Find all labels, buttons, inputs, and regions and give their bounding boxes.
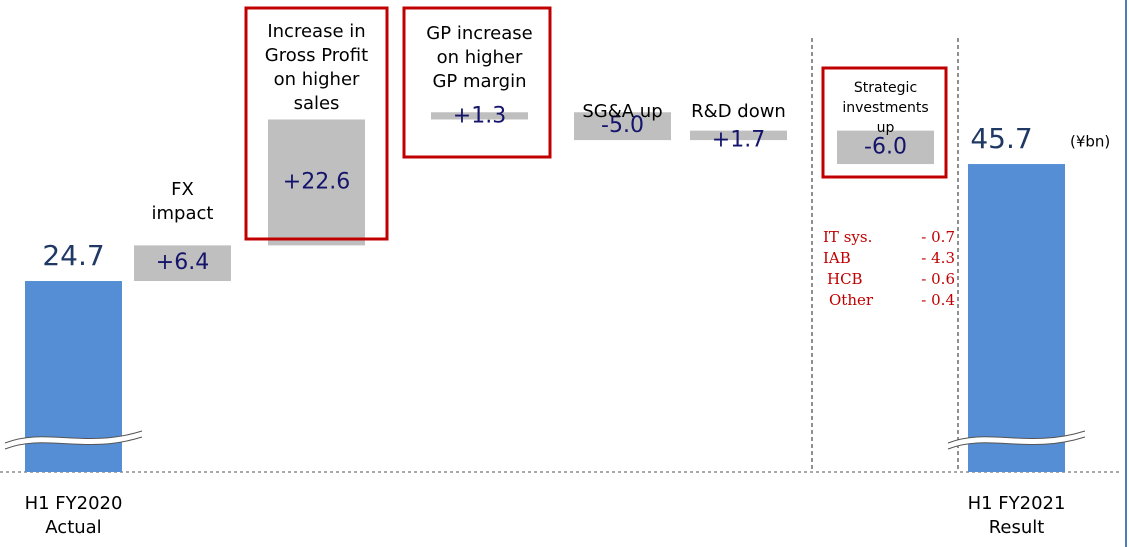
total-bar (968, 164, 1065, 472)
axis-break (3, 431, 143, 449)
highlight-box (402, 6, 552, 159)
category-label: H1 FY2021 Result (967, 493, 1066, 538)
value-label: +6.4 (156, 250, 209, 275)
value-label: 45.7 (970, 122, 1032, 155)
category-label: SG&A up (582, 101, 663, 122)
breakdown-name: HCB (827, 270, 863, 288)
breakdown-value: - 0.4 (921, 291, 955, 309)
axis-break (4, 436, 143, 450)
breakdown-value: - 4.3 (921, 249, 955, 267)
value-label: 24.7 (42, 239, 104, 272)
step-bar (431, 112, 528, 120)
breakdown-name: IT sys. (823, 228, 872, 246)
category-label: R&D down (691, 101, 786, 122)
value-label: +22.6 (283, 169, 350, 194)
value-label: -6.0 (864, 134, 907, 159)
breakdown-value: - 0.7 (921, 228, 955, 246)
breakdown-value: - 0.6 (921, 270, 955, 288)
category-label: H1 FY2020 Actual (24, 493, 123, 538)
axis-break (947, 430, 1086, 444)
value-label: +1.3 (453, 103, 506, 128)
category-label: Increase in Gross Profit on higher sales (264, 21, 369, 114)
step-bar (837, 130, 934, 165)
step-bar (268, 119, 365, 246)
axis-break (946, 431, 1086, 449)
step-bar (134, 245, 231, 282)
axis-break (947, 436, 1086, 450)
category-label: GP increase on higher GP margin (426, 23, 533, 92)
highlight-box (244, 6, 389, 241)
step-bar (690, 130, 787, 141)
unit-label: (¥bn) (1070, 133, 1110, 151)
value-label: -5.0 (601, 113, 644, 138)
category-label: Strategic investments up (842, 80, 929, 136)
highlight-box (821, 66, 948, 179)
step-bar (574, 112, 671, 141)
category-label: FX impact (151, 179, 214, 224)
value-label: +1.7 (712, 128, 765, 153)
breakdown-name: Other (829, 291, 874, 309)
axis-break (4, 430, 143, 444)
breakdown-name: IAB (823, 249, 851, 267)
